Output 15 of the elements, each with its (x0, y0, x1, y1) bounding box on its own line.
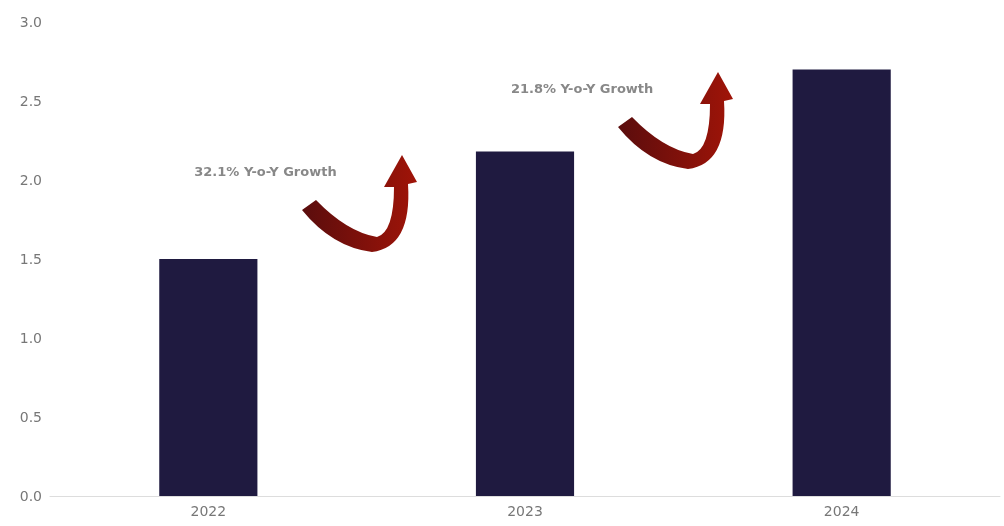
y-tick-label: 2.5 (19, 93, 42, 109)
annotation: 32.1% Y-o-Y Growth (194, 163, 337, 179)
y-tick-label: 0.0 (19, 488, 42, 504)
y-tick-label: 1.5 (19, 251, 42, 267)
y-tick-label: 3.0 (19, 14, 42, 30)
annotation: 21.8% Y-o-Y Growth (510, 81, 654, 97)
y-tick-label: 2.0 (19, 172, 42, 188)
y-tick-label: 1.0 (19, 330, 42, 346)
bar (475, 151, 575, 496)
x-tick-label: 2022 (190, 503, 227, 519)
bar (159, 259, 258, 496)
bar (792, 69, 891, 496)
x-tick-label: 2024 (823, 503, 860, 519)
x-tick-label: 2023 (507, 503, 543, 519)
y-tick-label: 0.5 (19, 409, 42, 425)
